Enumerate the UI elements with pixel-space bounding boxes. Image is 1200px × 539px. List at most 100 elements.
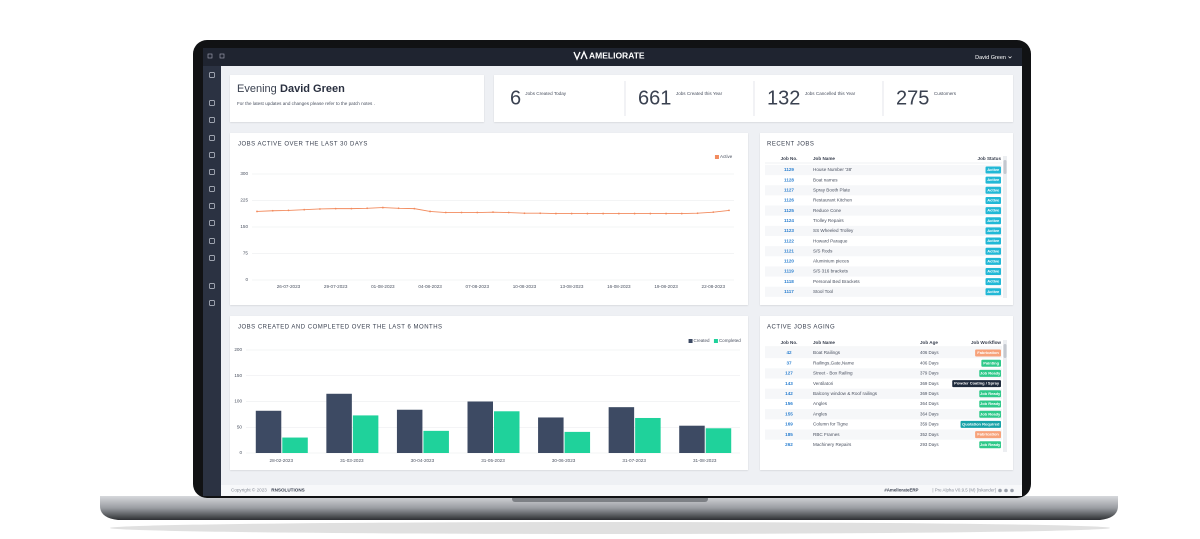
bar — [396, 409, 423, 453]
point — [429, 210, 431, 213]
job-number[interactable]: 1121 — [784, 248, 794, 253]
card — [230, 133, 748, 305]
column-header: Job Workflow — [971, 340, 1001, 345]
nav-icon[interactable] — [209, 203, 215, 209]
y-tick-label: 50 — [237, 424, 243, 429]
job-number[interactable]: 1126 — [784, 198, 794, 203]
legend-swatch — [714, 155, 719, 159]
job-number[interactable]: 262 — [785, 442, 793, 447]
badge — [985, 257, 1001, 265]
job-number[interactable]: 155 — [785, 411, 793, 416]
job-number[interactable]: 42 — [786, 350, 792, 355]
bar — [326, 393, 352, 453]
bar — [635, 417, 661, 453]
x-tick-label: 13-08-2023 — [560, 284, 584, 289]
badge — [960, 420, 1001, 428]
badge-label: Active — [987, 177, 1000, 182]
job-number[interactable]: 1120 — [784, 259, 794, 264]
social-icon[interactable] — [1010, 488, 1014, 493]
stat-label: Customers — [934, 91, 957, 96]
user-menu[interactable]: David Green — [975, 55, 1006, 61]
table-title: RECENT JOBS — [767, 142, 814, 148]
expand-icon[interactable] — [219, 53, 225, 59]
badge-label: Active — [987, 208, 1000, 213]
badge-label: Job Ready — [980, 411, 1001, 416]
point — [728, 209, 730, 212]
job-number[interactable]: 1122 — [784, 238, 794, 243]
job-name: Balcony window & Roof railings — [813, 391, 878, 396]
job-number[interactable]: 1129 — [784, 167, 794, 172]
x-tick-label: 04-08-2023 — [418, 284, 442, 289]
chart-title: JOBS ACTIVE OVER THE LAST 30 DAYS — [238, 142, 368, 148]
social-icon[interactable] — [1004, 488, 1008, 493]
row-stripe — [765, 409, 1002, 420]
badge — [975, 349, 1001, 357]
job-number[interactable]: 1127 — [784, 188, 794, 193]
x-tick-label: 30-04-2023 — [411, 458, 435, 463]
point — [649, 212, 652, 215]
scroll-thumb[interactable] — [1003, 160, 1007, 174]
column-header: Job Name — [813, 156, 835, 161]
nav-icon[interactable] — [209, 100, 215, 106]
job-age: 406 Days — [920, 360, 939, 365]
point — [460, 211, 463, 214]
job-number[interactable]: 37 — [786, 360, 792, 365]
job-number[interactable]: 143 — [785, 381, 793, 386]
job-number[interactable]: 185 — [785, 432, 793, 437]
job-number[interactable]: 1128 — [784, 177, 794, 182]
job-name: Personal Bed Brackets — [813, 279, 860, 284]
badge-label: Active — [987, 258, 1000, 263]
copyright: Copyright © 2023 — [231, 487, 267, 493]
y-tick-label: 0 — [239, 450, 242, 455]
top-bar — [203, 48, 1022, 66]
point — [586, 212, 589, 215]
job-number[interactable]: 142 — [785, 391, 793, 396]
scroll-thumb[interactable] — [1003, 344, 1007, 358]
hashtag: #AmeliorateERP — [884, 488, 918, 493]
stat-label: Jobs Created this Year — [676, 91, 723, 96]
job-number[interactable]: 127 — [785, 371, 793, 376]
job-number[interactable]: 156 — [785, 401, 793, 406]
greeting: Evening — [237, 83, 277, 95]
chart-title: JOBS CREATED AND COMPLETED OVER THE LAST… — [238, 325, 443, 331]
job-number[interactable]: 169 — [785, 422, 793, 427]
stat-value: 132 — [767, 87, 800, 109]
menu-icon[interactable] — [207, 53, 213, 59]
job-name: Howard Paraque — [813, 238, 848, 243]
social-icon[interactable] — [998, 488, 1002, 493]
brand: AMELIORATE — [589, 50, 645, 60]
nav-icon[interactable] — [209, 72, 215, 78]
nav-icon[interactable] — [209, 283, 215, 289]
nav-icon[interactable] — [209, 117, 215, 123]
legend-label: Active — [720, 154, 733, 159]
nav-icon[interactable] — [209, 135, 215, 141]
badge — [985, 268, 1001, 275]
nav-icon[interactable] — [209, 220, 215, 226]
job-number[interactable]: 1123 — [784, 228, 794, 233]
job-name: Machinery Repairs — [813, 442, 852, 447]
nav-icon[interactable] — [209, 186, 215, 192]
nav-icon[interactable] — [209, 300, 215, 306]
job-number[interactable]: 1125 — [784, 208, 794, 213]
nav-icon[interactable] — [209, 238, 215, 244]
nav-icon[interactable] — [209, 152, 215, 158]
row-stripe — [765, 368, 1002, 379]
badge — [985, 166, 1001, 174]
point — [680, 212, 683, 215]
x-tick-label: 31-03-2023 — [340, 458, 364, 463]
badge-label: Active — [987, 167, 1000, 172]
badge — [979, 390, 1001, 398]
row-stripe — [765, 429, 1002, 440]
x-tick-label: 31-05-2023 — [481, 458, 505, 463]
job-number[interactable]: 1117 — [784, 289, 794, 294]
y-tick-label: 150 — [240, 224, 248, 229]
job-number[interactable]: 1119 — [784, 269, 794, 274]
badge-label: Powder Coating / Spray — [954, 381, 1000, 386]
greeting-note: For the latest updates and changes pleas… — [237, 101, 375, 106]
job-number[interactable]: 1124 — [784, 218, 794, 223]
job-name: Angles — [813, 401, 828, 406]
job-number[interactable]: 1118 — [784, 279, 794, 284]
nav-icon[interactable] — [209, 169, 215, 175]
nav-icon[interactable] — [209, 255, 215, 261]
row-stripe — [765, 185, 1002, 196]
